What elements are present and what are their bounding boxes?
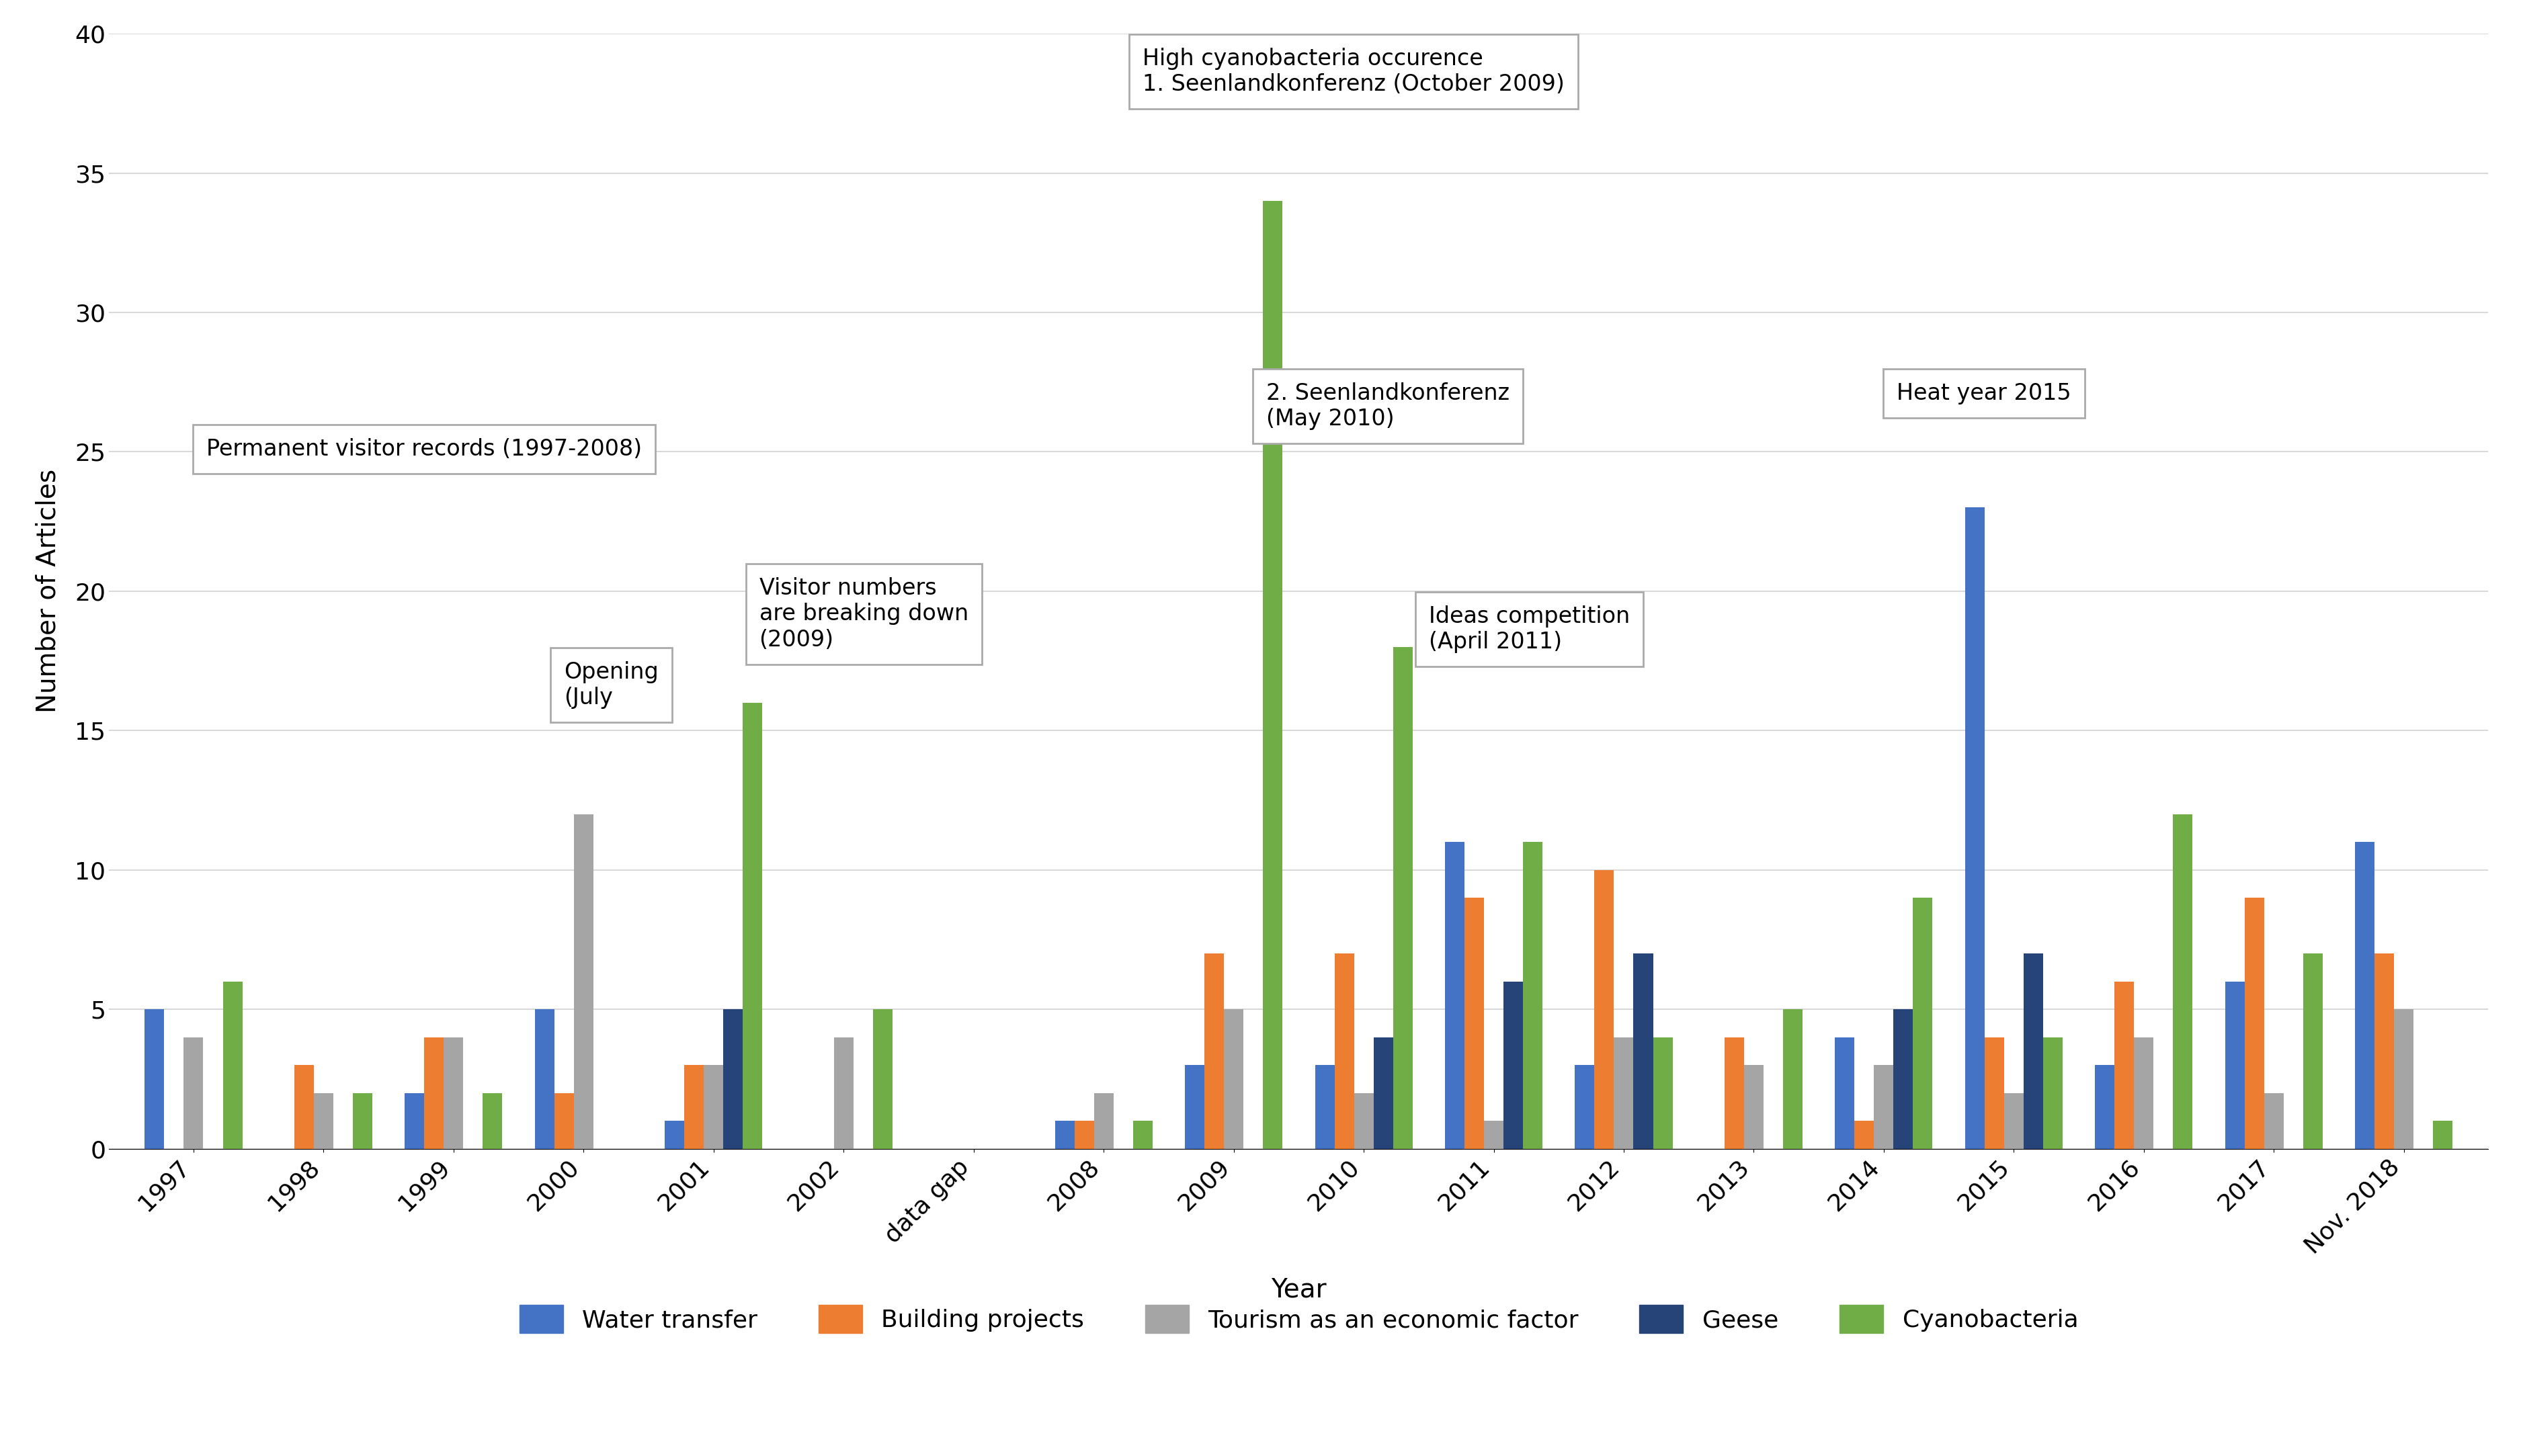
Bar	[222, 981, 242, 1149]
Bar	[1875, 1066, 1892, 1149]
Bar	[1335, 954, 1355, 1149]
Bar	[1784, 1009, 1801, 1149]
Bar	[1854, 1121, 1875, 1149]
Bar	[1446, 842, 1463, 1149]
Bar	[2303, 954, 2321, 1149]
Bar	[184, 1037, 204, 1149]
Bar	[1055, 1121, 1075, 1149]
Bar	[1203, 954, 1224, 1149]
Bar	[2243, 898, 2263, 1149]
Bar	[664, 1121, 684, 1149]
Bar	[1723, 1037, 1743, 1149]
Bar	[1743, 1066, 1764, 1149]
Bar	[1393, 646, 1413, 1149]
Bar	[2044, 1037, 2061, 1149]
Text: Opening
(July: Opening (July	[565, 661, 659, 709]
Bar	[1983, 1037, 2003, 1149]
Bar	[295, 1066, 313, 1149]
Bar	[1224, 1009, 1244, 1149]
Bar	[1484, 1121, 1504, 1149]
Text: Visitor numbers
are breaking down
(2009): Visitor numbers are breaking down (2009)	[759, 577, 969, 651]
Bar	[1186, 1066, 1203, 1149]
Bar	[2172, 814, 2192, 1149]
X-axis label: Year: Year	[1272, 1277, 1327, 1303]
Bar	[1075, 1121, 1092, 1149]
Bar	[704, 1066, 724, 1149]
Bar	[2134, 1037, 2152, 1149]
Bar	[144, 1009, 164, 1149]
Bar	[353, 1093, 373, 1149]
Bar	[1892, 1009, 1912, 1149]
Bar	[2263, 1093, 2283, 1149]
Bar	[2094, 1066, 2114, 1149]
Bar	[313, 1093, 333, 1149]
Bar	[573, 814, 593, 1149]
Bar	[444, 1037, 464, 1149]
Bar	[2003, 1093, 2023, 1149]
Bar	[555, 1093, 573, 1149]
Bar	[833, 1037, 853, 1149]
Bar	[424, 1037, 444, 1149]
Bar	[873, 1009, 893, 1149]
Bar	[2354, 842, 2374, 1149]
Text: Permanent visitor records (1997-2008): Permanent visitor records (1997-2008)	[207, 438, 641, 460]
Bar	[1632, 954, 1653, 1149]
Bar	[1653, 1037, 1673, 1149]
Bar	[1615, 1037, 1632, 1149]
Bar	[1133, 1121, 1153, 1149]
Bar	[1965, 508, 1983, 1149]
Bar	[1834, 1037, 1854, 1149]
Text: 2. Seenlandkonferenz
(May 2010): 2. Seenlandkonferenz (May 2010)	[1267, 381, 1509, 430]
Bar	[1504, 981, 1521, 1149]
Bar	[2394, 1009, 2412, 1149]
Bar	[1521, 842, 1542, 1149]
Bar	[1463, 898, 1484, 1149]
Text: High cyanobacteria occurence
1. Seenlandkonferenz (October 2009): High cyanobacteria occurence 1. Seenland…	[1143, 48, 1564, 96]
Bar	[1262, 201, 1282, 1149]
Bar	[1912, 898, 1933, 1149]
Bar	[1314, 1066, 1335, 1149]
Bar	[1373, 1037, 1393, 1149]
Bar	[1574, 1066, 1595, 1149]
Bar	[2023, 954, 2044, 1149]
Bar	[684, 1066, 704, 1149]
Y-axis label: Number of Articles: Number of Articles	[35, 469, 61, 713]
Bar	[2225, 981, 2243, 1149]
Bar	[2114, 981, 2134, 1149]
Bar	[1595, 871, 1615, 1149]
Text: Heat year 2015: Heat year 2015	[1897, 381, 2071, 405]
Text: Ideas competition
(April 2011): Ideas competition (April 2011)	[1428, 606, 1630, 652]
Legend: Water transfer, Building projects, Tourism as an economic factor, Geese, Cyanoba: Water transfer, Building projects, Touri…	[510, 1296, 2087, 1342]
Bar	[1355, 1093, 1373, 1149]
Bar	[2432, 1121, 2452, 1149]
Bar	[2374, 954, 2394, 1149]
Bar	[482, 1093, 502, 1149]
Bar	[724, 1009, 742, 1149]
Bar	[404, 1093, 424, 1149]
Bar	[742, 703, 762, 1149]
Bar	[535, 1009, 555, 1149]
Bar	[1092, 1093, 1113, 1149]
